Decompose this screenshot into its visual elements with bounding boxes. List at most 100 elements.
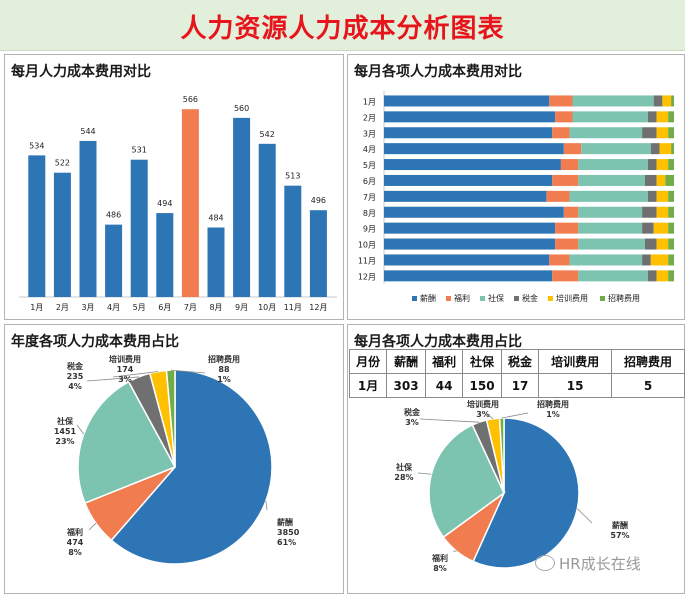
stacked-segment xyxy=(642,254,651,266)
stacked-segment xyxy=(645,174,657,186)
slice-label: 61% xyxy=(277,538,296,547)
stacked-segment xyxy=(384,143,564,155)
slice-label: 培训费用 xyxy=(109,354,141,364)
bar xyxy=(207,227,225,297)
stacked-segment xyxy=(384,174,553,186)
stacked-segment xyxy=(668,222,674,234)
stacked-segment xyxy=(572,95,654,107)
x-tick-label: 6月 xyxy=(158,303,171,312)
stacked-segment xyxy=(546,190,570,202)
slice-label: 培训费用 xyxy=(467,399,499,409)
legend-label: 薪酬 xyxy=(420,293,436,303)
leader-line xyxy=(112,371,159,378)
leader-line xyxy=(88,522,97,531)
bar-value-label: 494 xyxy=(157,199,172,208)
stacked-segment xyxy=(671,143,674,155)
legend-label: 招聘费用 xyxy=(608,293,640,303)
pie-slice xyxy=(110,369,273,565)
stacked-segment xyxy=(662,95,672,107)
slice-label: 招聘费用 xyxy=(537,399,569,409)
stacked-segment xyxy=(642,206,657,218)
table-cell-month[interactable]: 1月 xyxy=(348,373,388,398)
stacked-segment xyxy=(668,238,674,250)
x-tick-label: 3月 xyxy=(81,303,94,312)
bar-value-label: 544 xyxy=(80,127,95,136)
stacked-segment xyxy=(668,270,674,282)
stacked-segment xyxy=(552,174,579,186)
monthly-items-title: 每月各项人力成本费用对比 xyxy=(354,64,522,80)
x-tick-label: 10月 xyxy=(258,303,276,312)
stacked-segment xyxy=(653,95,663,107)
table-cell: 5 xyxy=(611,373,685,398)
bar xyxy=(105,224,123,297)
bar-value-label: 531 xyxy=(132,146,147,155)
stacked-segment xyxy=(578,174,645,186)
stacked-segment xyxy=(384,254,550,266)
bar xyxy=(79,140,97,297)
legend-swatch xyxy=(514,296,519,301)
bar xyxy=(156,213,174,297)
pie-slice xyxy=(472,417,580,569)
stacked-segment xyxy=(668,190,674,202)
stacked-segment xyxy=(647,270,657,282)
slice-label: 税金 xyxy=(404,407,421,417)
monthly-total-bar-chart: 534 1月 522 2月 544 3月 486 4月 531 5月 494 6月 566 7月 484 8月… xyxy=(19,95,337,312)
slice-label: 薪酬 xyxy=(277,517,293,527)
bar-value-label: 513 xyxy=(285,172,300,181)
x-tick-label: 2月 xyxy=(56,303,69,312)
leader-line xyxy=(76,424,85,435)
legend-swatch xyxy=(600,296,605,301)
bar xyxy=(233,117,251,297)
slice-label: 社保 xyxy=(56,416,74,426)
stacked-segment xyxy=(656,111,669,123)
y-tick-label: 2月 xyxy=(363,113,376,122)
table-header-cell: 月份 xyxy=(348,349,388,374)
stacked-segment xyxy=(659,143,672,155)
stacked-segment xyxy=(384,190,547,202)
leader-line xyxy=(577,508,593,524)
slice-label: 174 xyxy=(117,365,134,374)
y-tick-label: 7月 xyxy=(363,193,376,202)
slice-label: 3% xyxy=(118,375,132,384)
stacked-segment xyxy=(569,254,643,266)
slice-label: 1451 xyxy=(54,427,77,436)
slice-label: 招聘费用 xyxy=(208,354,240,364)
title-banner: 人力资源人力成本分析图表 xyxy=(0,0,685,51)
table-header-cell: 福利 xyxy=(424,349,464,374)
stacked-segment xyxy=(656,270,669,282)
stacked-segment xyxy=(668,206,674,218)
stacked-segment xyxy=(581,143,651,155)
x-tick-label: 7月 xyxy=(184,303,197,312)
y-tick-label: 5月 xyxy=(363,161,376,170)
stacked-segment xyxy=(384,222,556,234)
y-tick-label: 11月 xyxy=(358,256,376,265)
leader-line xyxy=(170,369,206,374)
slice-label: 1% xyxy=(546,410,560,419)
stacked-segment xyxy=(668,111,674,123)
stacked-segment xyxy=(549,254,570,266)
slice-label: 1% xyxy=(217,375,231,384)
slice-label: 235 xyxy=(67,372,84,381)
slice-label: 88 xyxy=(218,365,230,374)
page-title: 人力资源人力成本分析图表 xyxy=(180,14,505,44)
bar xyxy=(309,210,327,297)
table-cell: 150 xyxy=(462,373,502,398)
table-header-cell: 培训费用 xyxy=(538,349,613,374)
slice-label: 8% xyxy=(68,548,82,557)
bar-value-label: 486 xyxy=(106,211,121,220)
bar-value-label: 484 xyxy=(208,214,223,223)
y-tick-label: 8月 xyxy=(363,209,376,218)
stacked-segment xyxy=(555,238,579,250)
stacked-segment xyxy=(384,206,564,218)
slice-label: 28% xyxy=(394,473,413,482)
bar xyxy=(284,185,302,297)
slice-label: 57% xyxy=(610,531,629,540)
leader-line xyxy=(265,500,268,511)
slice-label: 税金 xyxy=(67,361,84,371)
stacked-segment xyxy=(560,159,579,171)
bar xyxy=(258,143,276,297)
leader-line xyxy=(86,376,140,382)
stacked-segment xyxy=(552,127,570,139)
